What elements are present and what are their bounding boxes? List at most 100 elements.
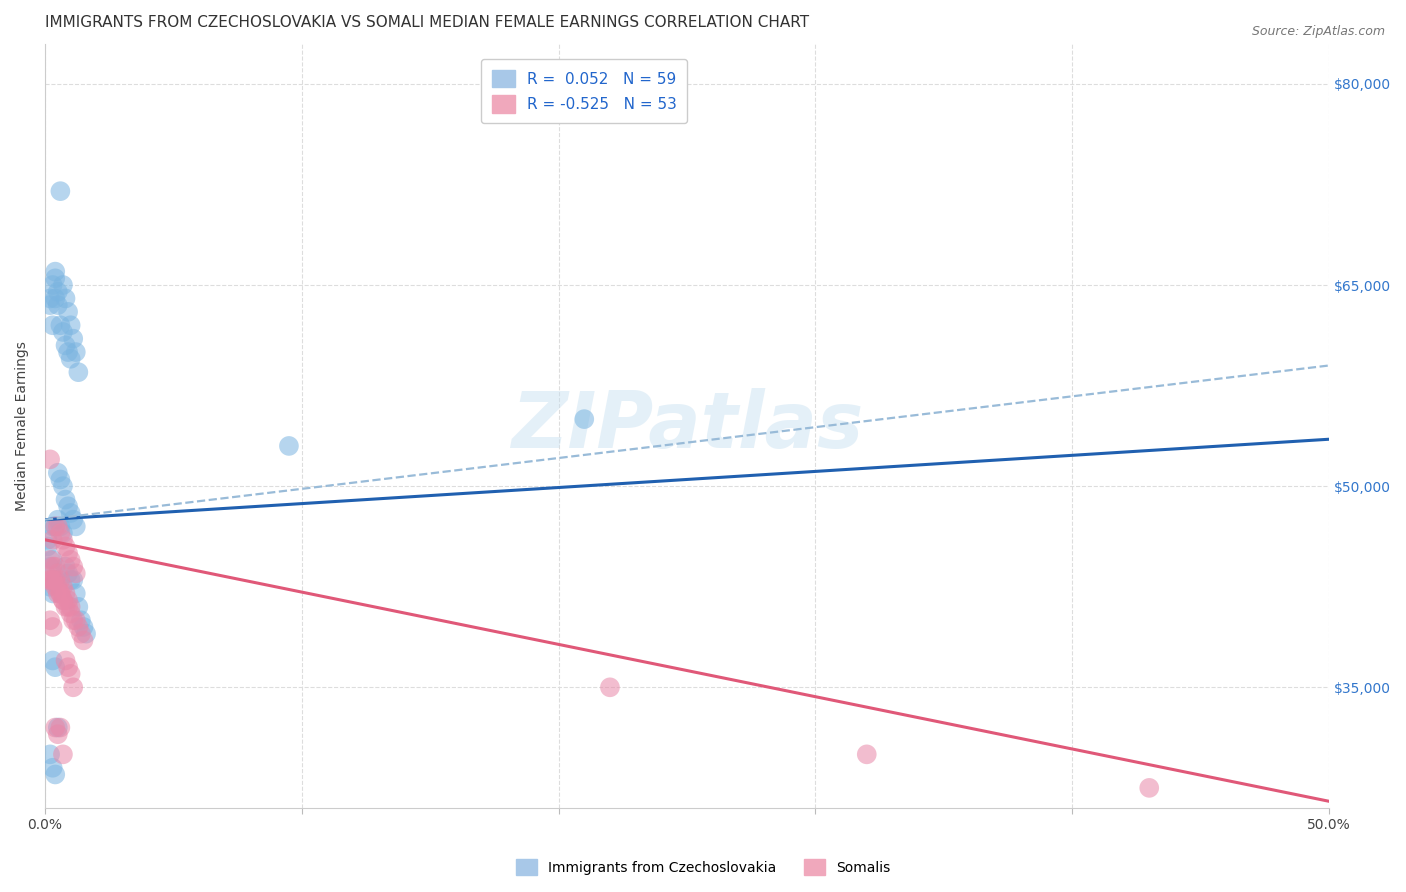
Point	[55, 292, 77, 306]
Point	[56, 500, 79, 514]
Point	[46, 727, 69, 741]
Point	[49, 721, 72, 735]
Point	[49, 526, 72, 541]
Point	[65, 345, 87, 359]
Point	[44, 573, 66, 587]
Point	[56, 599, 79, 614]
Point	[67, 599, 90, 614]
Point	[41, 533, 63, 547]
Point	[59, 607, 82, 621]
Point	[56, 546, 79, 560]
Point	[855, 747, 877, 762]
Point	[41, 586, 63, 600]
Point	[44, 271, 66, 285]
Point	[39, 580, 62, 594]
Point	[41, 573, 63, 587]
Point	[70, 613, 93, 627]
Point	[62, 513, 84, 527]
Point	[59, 351, 82, 366]
Point	[55, 540, 77, 554]
Point	[49, 586, 72, 600]
Point	[41, 553, 63, 567]
Point	[65, 566, 87, 581]
Point	[55, 586, 77, 600]
Point	[52, 580, 75, 594]
Point	[44, 721, 66, 735]
Point	[46, 285, 69, 299]
Point	[1137, 780, 1160, 795]
Y-axis label: Median Female Earnings: Median Female Earnings	[15, 341, 30, 511]
Point	[62, 332, 84, 346]
Point	[56, 345, 79, 359]
Point	[59, 506, 82, 520]
Point	[41, 620, 63, 634]
Point	[56, 305, 79, 319]
Point	[52, 593, 75, 607]
Point	[59, 573, 82, 587]
Point	[62, 681, 84, 695]
Point	[55, 653, 77, 667]
Point	[39, 553, 62, 567]
Point	[46, 721, 69, 735]
Point	[49, 573, 72, 587]
Text: Source: ZipAtlas.com: Source: ZipAtlas.com	[1251, 25, 1385, 38]
Point	[44, 519, 66, 533]
Point	[44, 660, 66, 674]
Point	[49, 318, 72, 333]
Point	[56, 593, 79, 607]
Point	[52, 325, 75, 339]
Point	[44, 767, 66, 781]
Point	[52, 533, 75, 547]
Point	[56, 660, 79, 674]
Point	[574, 412, 596, 426]
Point	[41, 573, 63, 587]
Point	[41, 761, 63, 775]
Point	[46, 580, 69, 594]
Point	[59, 553, 82, 567]
Legend: R =  0.052   N = 59, R = -0.525   N = 53: R = 0.052 N = 59, R = -0.525 N = 53	[481, 59, 688, 123]
Point	[55, 492, 77, 507]
Point	[37, 573, 59, 587]
Point	[52, 747, 75, 762]
Point	[55, 599, 77, 614]
Text: IMMIGRANTS FROM CZECHOSLOVAKIA VS SOMALI MEDIAN FEMALE EARNINGS CORRELATION CHAR: IMMIGRANTS FROM CZECHOSLOVAKIA VS SOMALI…	[45, 15, 808, 30]
Point	[70, 626, 93, 640]
Point	[46, 566, 69, 581]
Point	[37, 540, 59, 554]
Point	[37, 533, 59, 547]
Point	[39, 613, 62, 627]
Point	[44, 580, 66, 594]
Point	[44, 573, 66, 587]
Point	[49, 184, 72, 198]
Point	[39, 452, 62, 467]
Point	[41, 653, 63, 667]
Point	[56, 566, 79, 581]
Point	[67, 620, 90, 634]
Point	[41, 519, 63, 533]
Point	[39, 559, 62, 574]
Point	[39, 573, 62, 587]
Point	[44, 559, 66, 574]
Point	[39, 747, 62, 762]
Text: ZIPatlas: ZIPatlas	[510, 388, 863, 464]
Point	[65, 613, 87, 627]
Point	[75, 626, 97, 640]
Point	[41, 278, 63, 293]
Point	[41, 318, 63, 333]
Point	[62, 573, 84, 587]
Point	[62, 613, 84, 627]
Point	[44, 292, 66, 306]
Point	[278, 439, 301, 453]
Point	[44, 265, 66, 279]
Point	[52, 278, 75, 293]
Point	[52, 479, 75, 493]
Point	[46, 298, 69, 312]
Point	[72, 620, 94, 634]
Point	[46, 586, 69, 600]
Point	[52, 526, 75, 541]
Point	[49, 473, 72, 487]
Point	[72, 633, 94, 648]
Point	[49, 519, 72, 533]
Point	[39, 298, 62, 312]
Point	[599, 681, 621, 695]
